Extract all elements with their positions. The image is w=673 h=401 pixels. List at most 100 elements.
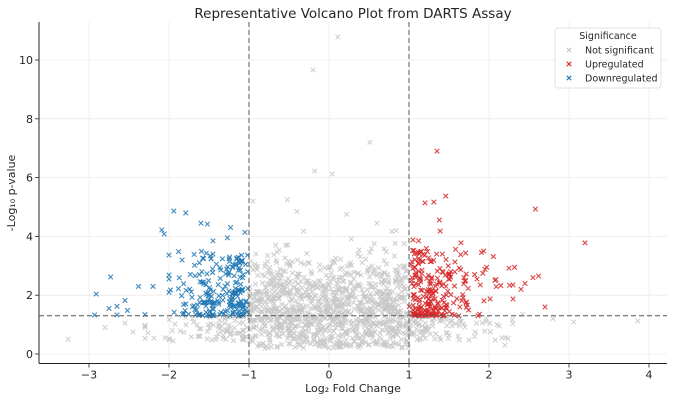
legend-title: Significance: [579, 31, 637, 42]
data-point-not-significant: [208, 320, 214, 327]
data-point-not-significant: [432, 336, 438, 342]
data-point-not-significant: [374, 291, 380, 297]
data-point-not-significant: [300, 345, 307, 351]
data-point-not-significant: [386, 324, 392, 330]
data-point-not-significant: [275, 317, 281, 324]
data-point-not-significant: [391, 253, 398, 259]
data-point-not-significant: [449, 318, 455, 324]
data-point-downregulated: [215, 281, 221, 288]
data-point-not-significant: [342, 316, 349, 322]
data-point-downregulated: [226, 256, 232, 262]
data-point-not-significant: [361, 310, 367, 317]
data-point-not-significant: [347, 318, 353, 324]
data-point-not-significant: [294, 274, 301, 280]
data-point-not-significant: [389, 228, 395, 235]
data-point-not-significant: [282, 278, 289, 285]
data-point-downregulated: [243, 298, 249, 304]
data-point-not-significant: [348, 293, 355, 300]
data-point-upregulated: [439, 251, 446, 257]
data-point-upregulated: [446, 276, 453, 282]
data-point-not-significant: [335, 34, 341, 40]
data-point-not-significant: [445, 335, 451, 342]
data-point-not-significant: [390, 334, 396, 340]
data-point-upregulated: [446, 270, 452, 277]
data-point-downregulated: [237, 260, 243, 266]
data-point-upregulated: [461, 281, 467, 287]
data-point-not-significant: [367, 305, 374, 311]
data-point-not-significant: [355, 270, 362, 276]
data-point-upregulated: [465, 285, 471, 291]
data-point-upregulated: [416, 296, 423, 303]
data-point-not-significant: [380, 289, 387, 296]
data-point-upregulated: [490, 253, 497, 260]
data-point-not-significant: [321, 342, 327, 349]
data-point-not-significant: [261, 273, 268, 279]
data-point-not-significant: [384, 285, 390, 292]
data-point-not-significant: [196, 333, 202, 339]
data-point-downregulated: [234, 255, 240, 261]
data-point-not-significant: [366, 249, 373, 256]
x-tick-label: 1: [406, 369, 413, 382]
data-point-not-significant: [351, 276, 357, 282]
data-point-upregulated: [415, 238, 422, 244]
data-point-not-significant: [166, 317, 172, 323]
data-point-upregulated: [415, 249, 422, 256]
data-point-not-significant: [382, 296, 388, 302]
data-point-upregulated: [413, 269, 419, 276]
data-point-not-significant: [365, 293, 371, 300]
data-point-not-significant: [381, 321, 387, 327]
data-point-upregulated: [542, 304, 548, 310]
data-point-not-significant: [351, 338, 358, 344]
data-point-upregulated: [430, 291, 436, 297]
data-point-not-significant: [444, 322, 450, 329]
data-point-downregulated: [224, 307, 231, 314]
data-point-not-significant: [422, 335, 428, 342]
data-point-not-significant: [216, 317, 223, 323]
data-point-not-significant: [142, 324, 148, 331]
data-point-not-significant: [286, 326, 292, 332]
data-point-not-significant: [277, 275, 283, 282]
data-point-not-significant: [287, 289, 294, 296]
chart-title: Representative Volcano Plot from DARTS A…: [194, 6, 511, 22]
data-point-not-significant: [390, 339, 396, 345]
data-point-not-significant: [307, 295, 313, 301]
data-point-downregulated: [124, 307, 131, 314]
data-point-upregulated: [424, 248, 431, 255]
data-point-upregulated: [435, 299, 441, 306]
data-point-upregulated: [426, 312, 433, 318]
data-point-not-significant: [398, 336, 405, 343]
data-point-downregulated: [91, 312, 98, 318]
data-point-not-significant: [330, 274, 337, 281]
data-point-downregulated: [171, 309, 177, 316]
data-point-not-significant: [237, 320, 243, 326]
data-point-upregulated: [445, 263, 451, 269]
data-point-downregulated: [179, 293, 185, 299]
data-point-not-significant: [437, 334, 443, 340]
data-point-not-significant: [349, 335, 356, 341]
data-point-not-significant: [266, 277, 273, 283]
data-point-not-significant: [305, 278, 311, 284]
data-point-not-significant: [401, 264, 408, 270]
data-point-downregulated: [122, 297, 128, 304]
data-point-not-significant: [398, 275, 405, 282]
data-point-downregulated: [192, 273, 198, 279]
data-point-not-significant: [337, 256, 344, 263]
data-point-not-significant: [385, 343, 391, 350]
data-point-not-significant: [305, 309, 312, 316]
data-point-upregulated: [463, 271, 469, 277]
data-point-downregulated: [114, 303, 120, 310]
data-point-not-significant: [453, 321, 459, 327]
data-point-downregulated: [180, 281, 187, 287]
data-point-not-significant: [462, 324, 468, 330]
data-point-upregulated: [426, 255, 432, 261]
data-point-not-significant: [410, 331, 416, 338]
data-point-not-significant: [333, 296, 339, 303]
data-point-upregulated: [446, 308, 452, 315]
data-point-not-significant: [443, 316, 450, 323]
threshold-lines: [39, 22, 667, 364]
data-point-downregulated: [107, 274, 114, 280]
data-point-not-significant: [240, 336, 246, 343]
data-point-not-significant: [226, 322, 232, 328]
data-point-not-significant: [284, 196, 291, 203]
data-point-not-significant: [258, 331, 265, 337]
